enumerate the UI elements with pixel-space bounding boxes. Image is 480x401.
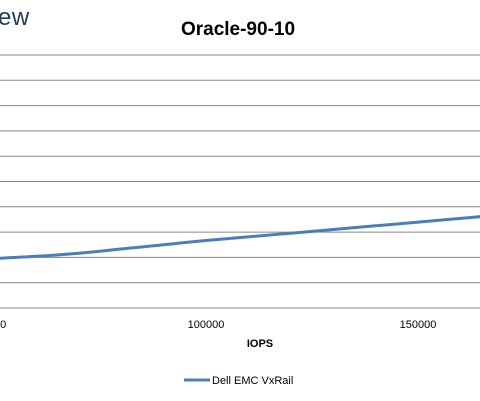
series-line-dell-emc-vxrail	[0, 215, 480, 260]
legend: Dell EMC VxRail	[184, 375, 293, 387]
x-tick-labels: 00100000150000200000250000	[0, 319, 437, 331]
legend-label: Dell EMC VxRail	[212, 375, 293, 387]
x-tick-label: 100000	[188, 319, 225, 331]
x-tick-label: 00	[0, 319, 6, 331]
brand-partial-logo: ew	[0, 4, 30, 31]
series-layer	[0, 215, 480, 260]
x-axis-label: IOPS	[247, 338, 273, 350]
x-tick-label: 150000	[400, 319, 437, 331]
gridlines	[0, 54, 480, 309]
chart-title: Oracle-90-10	[181, 19, 295, 40]
